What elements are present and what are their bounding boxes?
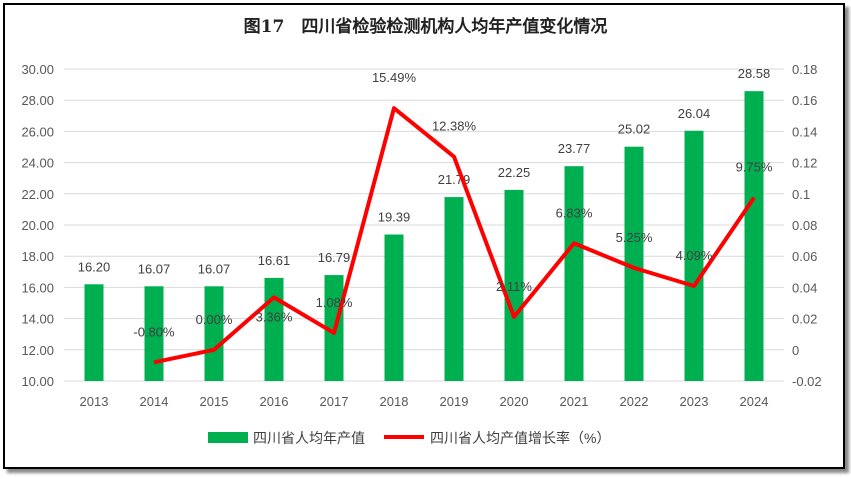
- y-right-tick-label: 0.04: [792, 280, 817, 295]
- bar-data-label: 23.77: [558, 141, 591, 156]
- x-tick-label: 2015: [200, 394, 229, 409]
- bar: [684, 130, 704, 381]
- x-tick-label: 2020: [500, 394, 529, 409]
- y-right-tick-label: 0.06: [792, 249, 817, 264]
- line-data-label: 0.00%: [196, 312, 233, 327]
- bar: [624, 146, 644, 381]
- bar: [384, 234, 404, 381]
- x-tick-label: 2024: [740, 394, 769, 409]
- y-right-tick-label: 0.16: [792, 93, 817, 108]
- bar: [204, 286, 224, 381]
- x-tick-label: 2017: [320, 394, 349, 409]
- line-data-label: 5.25%: [616, 230, 653, 245]
- x-tick-label: 2016: [260, 394, 289, 409]
- line-data-label: 15.49%: [372, 70, 417, 85]
- chart-frame: [3, 3, 845, 469]
- y-left-tick-label: 22.00: [21, 187, 54, 202]
- bar-data-label: 25.02: [618, 122, 651, 137]
- y-right-tick-label: 0: [792, 343, 799, 358]
- y-right-tick-label: 0.12: [792, 156, 817, 171]
- x-tick-label: 2019: [440, 394, 469, 409]
- bar: [504, 189, 524, 381]
- bar-data-label: 22.25: [498, 165, 531, 180]
- bar: [264, 277, 284, 381]
- line-data-label: 2.11%: [496, 279, 532, 294]
- bar: [564, 166, 584, 381]
- x-tick-label: 2013: [80, 394, 109, 409]
- line-data-label: 9.75%: [736, 160, 773, 175]
- y-left-tick-label: 16.00: [21, 280, 54, 295]
- line-data-label: 4.09%: [676, 248, 713, 263]
- legend-bar-label: 四川省人均年产值: [253, 430, 365, 446]
- bar-data-label: 28.58: [738, 66, 771, 81]
- line-data-label: 12.38%: [432, 119, 477, 134]
- y-left-tick-label: 30.00: [21, 62, 54, 77]
- y-right-tick-label: 0.02: [792, 312, 817, 327]
- chart-title: 图17 四川省检验检测机构人均年产值变化情况: [243, 17, 608, 37]
- bar: [444, 197, 464, 381]
- bar-data-label: 26.04: [678, 106, 711, 121]
- y-left-tick-label: 10.00: [21, 374, 54, 389]
- x-tick-label: 2018: [380, 394, 409, 409]
- legend-line-label: 四川省人均产值增长率（%）: [430, 430, 610, 446]
- y-left-tick-label: 28.00: [21, 93, 54, 108]
- bar-data-label: 16.07: [138, 261, 171, 276]
- line-data-label: -0.80%: [133, 324, 175, 339]
- y-left-tick-label: 14.00: [21, 312, 54, 327]
- y-left-tick-label: 12.00: [21, 343, 54, 358]
- bar-data-label: 16.61: [258, 253, 291, 268]
- y-right-tick-label: 0.1: [792, 187, 810, 202]
- bar: [744, 91, 764, 381]
- y-right-tick-label: -0.02: [792, 374, 822, 389]
- y-left-tick-label: 20.00: [21, 218, 54, 233]
- line-data-label: 3.36%: [256, 309, 293, 324]
- legend-bar-swatch: [208, 432, 248, 443]
- bar: [84, 284, 104, 381]
- x-tick-label: 2023: [680, 394, 709, 409]
- bar-data-label: 16.79: [318, 250, 351, 265]
- bar: [144, 286, 164, 381]
- x-tick-label: 2022: [620, 394, 649, 409]
- line-data-label: 1.08%: [316, 295, 353, 310]
- bar-data-label: 16.20: [78, 259, 111, 274]
- bar-data-label: 16.07: [198, 261, 231, 276]
- y-right-tick-label: 0.18: [792, 62, 817, 77]
- y-left-tick-label: 24.00: [21, 156, 54, 171]
- bar-data-label: 19.39: [378, 210, 411, 225]
- y-left-tick-label: 26.00: [21, 124, 54, 139]
- x-tick-label: 2014: [140, 394, 169, 409]
- y-right-tick-label: 0.14: [792, 124, 817, 139]
- line-data-label: 6.83%: [556, 205, 593, 220]
- x-tick-label: 2021: [560, 394, 589, 409]
- y-right-tick-label: 0.08: [792, 218, 817, 233]
- y-left-tick-label: 18.00: [21, 249, 54, 264]
